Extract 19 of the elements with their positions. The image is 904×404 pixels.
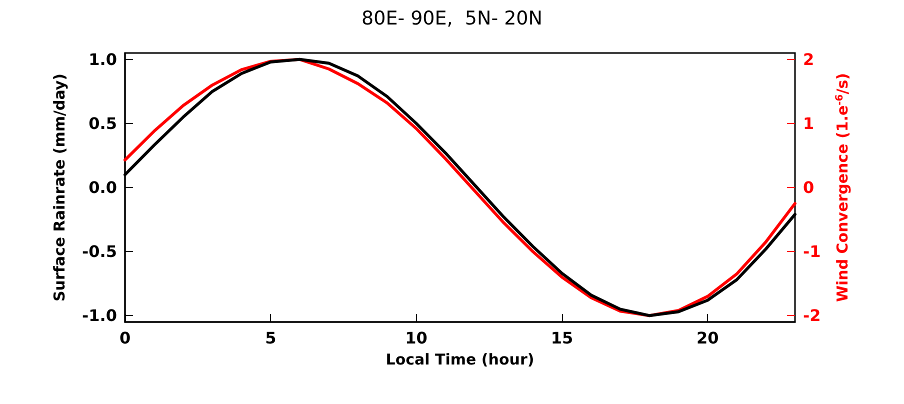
y-axis-title: Surface Rainrate (mm/day)	[50, 73, 68, 302]
y2-axis-title: Wind Convergence (1.e-6/s)	[834, 72, 852, 302]
x-tick-label: 10	[405, 328, 428, 348]
x-tick-label: 15	[550, 328, 574, 348]
x-axis-title: Local Time (hour)	[386, 350, 534, 368]
y2-tick-label: 2	[803, 50, 814, 69]
x-tick-label: 20	[696, 328, 719, 348]
y-tick-label: -0.5	[82, 242, 117, 262]
y2-tick-label: 0	[803, 178, 814, 197]
y2-tick-label: 1	[803, 114, 814, 133]
x-tick-label: 5	[265, 328, 276, 348]
y2-tick-label: -2	[803, 306, 821, 326]
y-tick-label: 0.0	[88, 178, 117, 197]
y2-tick-label: -1	[803, 242, 821, 262]
y-tick-label: -1.0	[82, 306, 117, 326]
y-tick-label: 1.0	[88, 50, 117, 69]
chart-title: 80E- 90E, 5N- 20N	[362, 8, 542, 30]
y-tick-label: 0.5	[88, 114, 117, 133]
x-tick-label: 0	[119, 328, 131, 348]
